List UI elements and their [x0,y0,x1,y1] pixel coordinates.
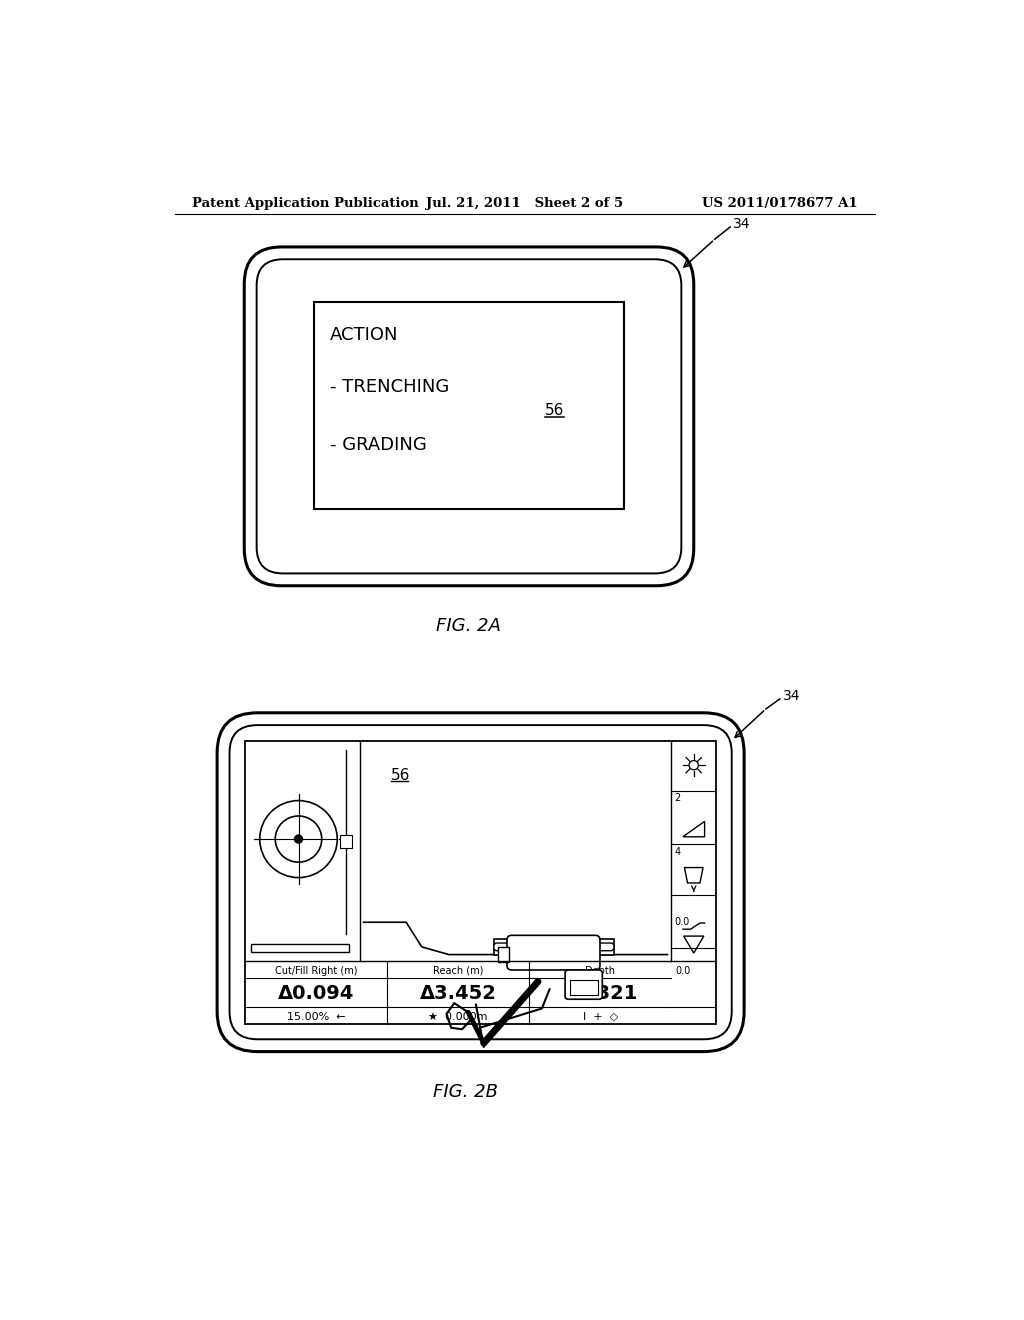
Text: 34: 34 [783,689,801,702]
Bar [494,940,614,954]
Text: ★  0.000m: ★ 0.000m [428,1012,487,1022]
Bar [314,302,624,508]
Text: Δ3.452: Δ3.452 [420,985,497,1003]
Text: Reach (m): Reach (m) [433,966,483,975]
Circle shape [295,836,302,843]
Text: 0.0: 0.0 [675,966,690,975]
Text: Jul. 21, 2011   Sheet 2 of 5: Jul. 21, 2011 Sheet 2 of 5 [426,197,624,210]
Bar [340,836,352,847]
Text: FIG. 2A: FIG. 2A [436,616,502,635]
Text: 34: 34 [733,216,751,231]
FancyBboxPatch shape [257,259,681,573]
Text: Depth: Depth [586,966,615,975]
Bar [569,979,598,995]
Text: 56: 56 [391,768,410,783]
Text: Patent Application Publication: Patent Application Publication [191,197,418,210]
FancyBboxPatch shape [245,247,693,586]
FancyBboxPatch shape [217,713,744,1052]
FancyBboxPatch shape [507,936,600,970]
Text: 2: 2 [675,793,681,804]
Text: ACTION: ACTION [330,326,398,343]
Text: 15.00%  ←: 15.00% ← [287,1012,345,1022]
Text: 12.321: 12.321 [562,985,638,1003]
FancyBboxPatch shape [494,942,614,950]
FancyBboxPatch shape [565,970,602,999]
Text: 0.0: 0.0 [675,917,689,927]
Text: US 2011/0178677 A1: US 2011/0178677 A1 [702,197,858,210]
Text: 56: 56 [545,403,564,417]
Bar [251,944,349,952]
Bar [245,741,716,1024]
Text: I  +  ◇: I + ◇ [583,1012,617,1022]
Text: - TRENCHING: - TRENCHING [330,378,449,396]
Text: FIG. 2B: FIG. 2B [432,1082,498,1101]
Text: - GRADING: - GRADING [330,436,426,454]
Text: Δ0.094: Δ0.094 [278,985,354,1003]
Bar [498,946,509,962]
Text: 4: 4 [675,847,681,857]
FancyBboxPatch shape [229,725,732,1039]
Text: Cut/Fill Right (m): Cut/Fill Right (m) [274,966,357,975]
